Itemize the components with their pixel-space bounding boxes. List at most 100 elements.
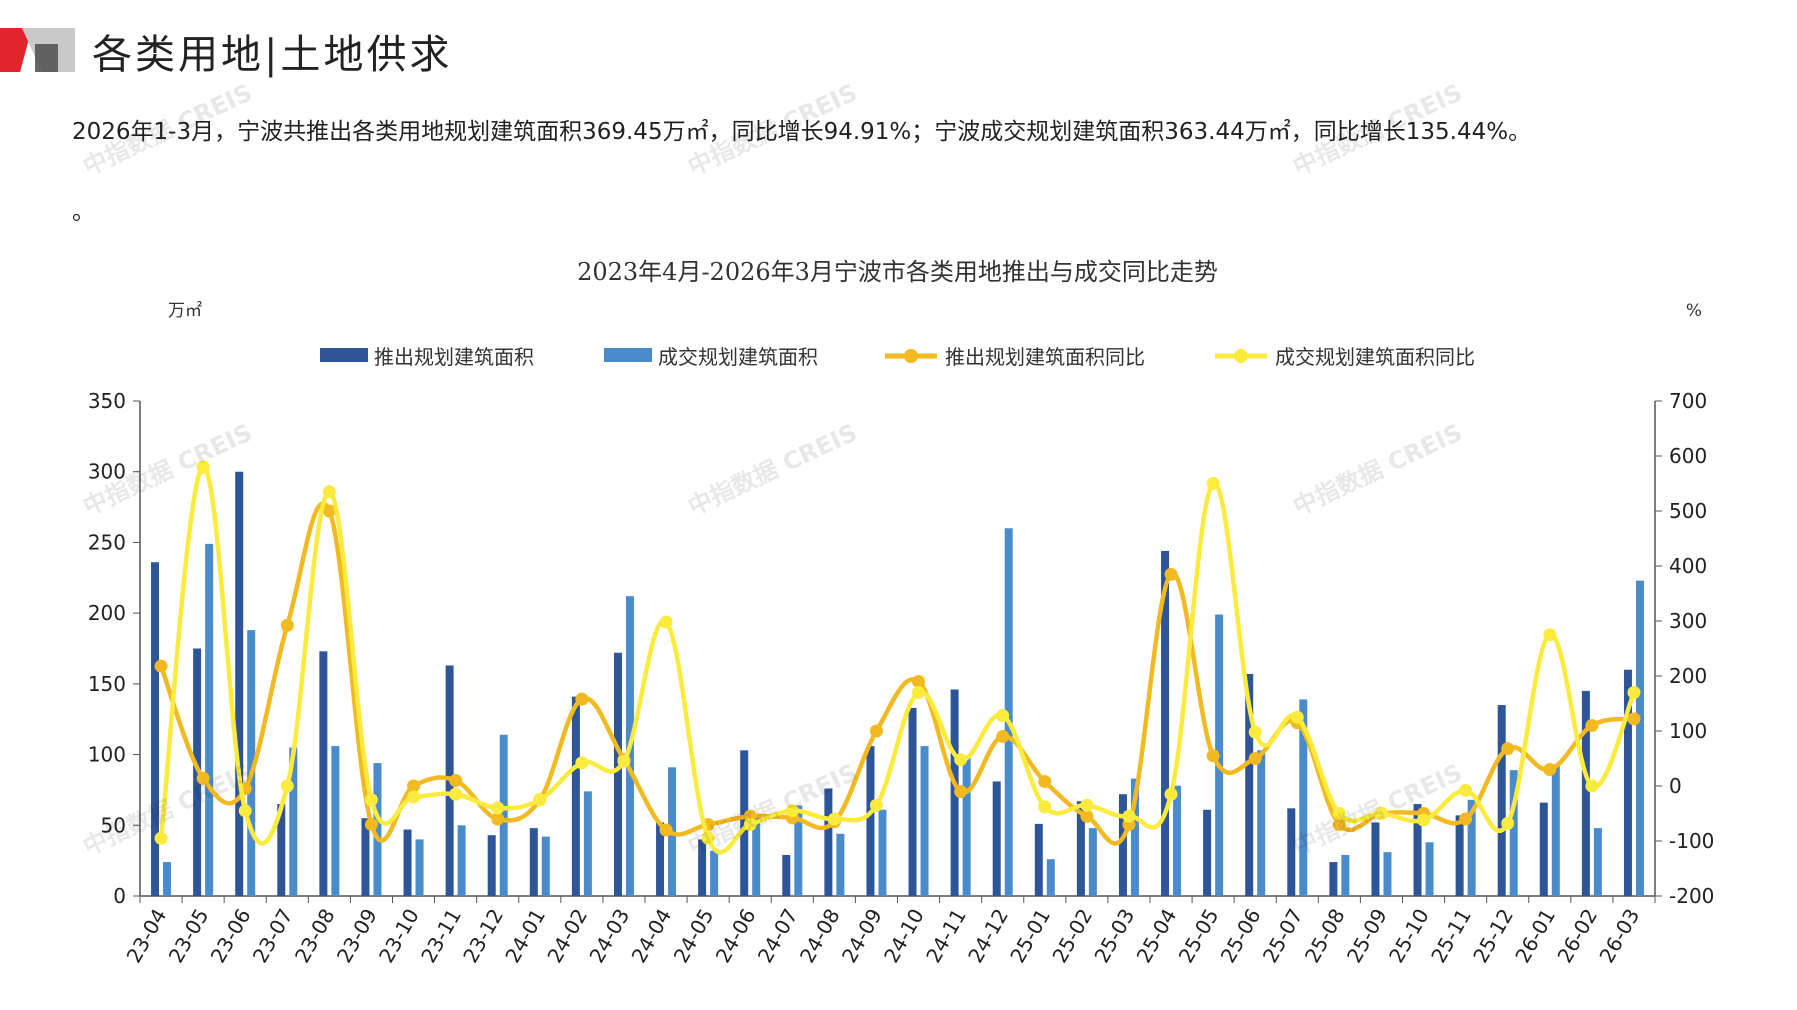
supply-bar [698, 839, 707, 896]
right-tick-label: 600 [1669, 444, 1707, 468]
supply-yoy-point [912, 675, 926, 688]
deal-bar [1425, 842, 1434, 896]
x-tick-label: 25-04 [1132, 905, 1182, 967]
supply-yoy-point [322, 504, 336, 518]
deal-bar [794, 805, 803, 896]
supply-bar [1371, 822, 1380, 896]
supply-bar [824, 788, 833, 896]
x-tick-label: 24-05 [669, 905, 719, 967]
deal-yoy-point [1501, 816, 1515, 830]
deal-bar [1635, 580, 1644, 896]
deal-bar [1509, 770, 1518, 896]
supply-yoy-line [158, 501, 1635, 846]
x-tick-label: 25-01 [1005, 905, 1055, 967]
x-tick-label: 25-07 [1258, 905, 1308, 967]
legend-label: 成交规划建筑面积同比 [1275, 345, 1475, 369]
x-tick-label: 26-02 [1552, 905, 1602, 967]
x-tick-label: 23-11 [416, 905, 466, 967]
legend-swatch [604, 348, 652, 362]
left-tick-label: 250 [88, 530, 126, 554]
summary-text: 2026年1-3月，宁波共推出各类用地规划建筑面积369.45万㎡，同比增长94… [72, 119, 1532, 145]
supply-yoy-point [1501, 742, 1515, 756]
deal-bar [1383, 852, 1392, 896]
x-tick-label: 25-02 [1047, 905, 1097, 967]
x-tick-label: 24-11 [921, 905, 971, 967]
x-tick-label: 26-01 [1510, 905, 1560, 967]
supply-bar [1623, 669, 1632, 896]
right-tick-label: 400 [1669, 554, 1707, 578]
supply-yoy-point [575, 692, 589, 706]
deal-bar [878, 809, 887, 896]
left-tick-label: 300 [88, 460, 126, 484]
supply-bar [1455, 815, 1464, 896]
supply-bar [1245, 673, 1254, 896]
x-tick-label: 23-12 [458, 905, 508, 967]
deal-bar [752, 813, 761, 896]
deal-yoy-point [575, 756, 589, 770]
deal-yoy-point [1543, 628, 1557, 642]
right-tick-label: 200 [1669, 664, 1707, 688]
deal-bar [247, 630, 256, 896]
x-tick-label: 25-10 [1384, 905, 1434, 967]
supply-bar [656, 822, 665, 896]
deal-bar [289, 747, 298, 896]
deal-yoy-line [158, 464, 1637, 855]
deal-yoy-point [1417, 813, 1431, 827]
deal-bar [1088, 828, 1097, 896]
deal-bar [205, 543, 214, 896]
supply-bar [1287, 808, 1296, 896]
deal-yoy-point [238, 804, 252, 818]
right-tick-label: 500 [1669, 499, 1707, 523]
supply-bar [1203, 809, 1212, 896]
deal-bar [710, 850, 719, 896]
supply-bar [1076, 801, 1085, 896]
deal-yoy-point [407, 790, 421, 804]
deal-bar [541, 836, 550, 896]
deal-yoy-point [996, 709, 1010, 723]
deal-yoy-point [827, 812, 841, 826]
supply-yoy-point [869, 724, 883, 738]
supply-bar [487, 835, 496, 896]
x-tick-label: 25-06 [1216, 905, 1266, 967]
supply-bar [1581, 690, 1590, 896]
supply-yoy-point [1459, 812, 1473, 826]
deal-bar [1551, 764, 1560, 896]
legend-label: 推出规划建筑面积 [374, 345, 534, 369]
right-tick-label: 300 [1669, 609, 1707, 633]
x-tick-label: 24-06 [711, 905, 761, 967]
x-tick-label: 25-08 [1300, 905, 1350, 967]
chart-title: 2023年4月-2026年3月宁波市各类用地推出与成交同比走势 [577, 258, 1218, 286]
right-tick-label: -100 [1669, 829, 1714, 853]
right-tick-label: -200 [1669, 884, 1714, 908]
supply-yoy-point [449, 774, 463, 787]
deal-yoy-point [1080, 798, 1094, 812]
supply-bar [1034, 823, 1043, 896]
x-tick-label: 25-09 [1342, 905, 1392, 967]
supply-yoy-point [1080, 809, 1094, 823]
deal-yoy-point [743, 818, 757, 831]
x-tick-label: 25-12 [1468, 905, 1518, 967]
supply-bar [403, 829, 412, 896]
deal-yoy-point [280, 779, 294, 793]
right-tick-label: 700 [1669, 389, 1707, 413]
deal-bar [1467, 799, 1476, 896]
x-tick-label: 24-07 [753, 905, 803, 967]
x-tick-label: 24-03 [584, 905, 634, 967]
deal-yoy-point [1164, 787, 1178, 801]
left-tick-label: 100 [88, 743, 126, 767]
deal-bar [1173, 785, 1182, 896]
deal-yoy-point [869, 798, 883, 812]
supply-bar [992, 781, 1001, 896]
x-tick-label: 26-03 [1594, 905, 1644, 967]
deal-yoy-point [1585, 779, 1599, 793]
deal-yoy-point [1290, 710, 1304, 724]
legend-label: 成交规划建筑面积 [658, 345, 818, 369]
x-tick-label: 23-07 [248, 905, 298, 967]
supply-bar [361, 818, 370, 896]
deal-bar [373, 763, 382, 896]
deal-bar [1593, 828, 1602, 896]
supply-bar [1497, 705, 1506, 896]
supply-yoy-point [196, 771, 210, 785]
deal-bar [331, 746, 340, 896]
deal-bar [1257, 750, 1266, 896]
